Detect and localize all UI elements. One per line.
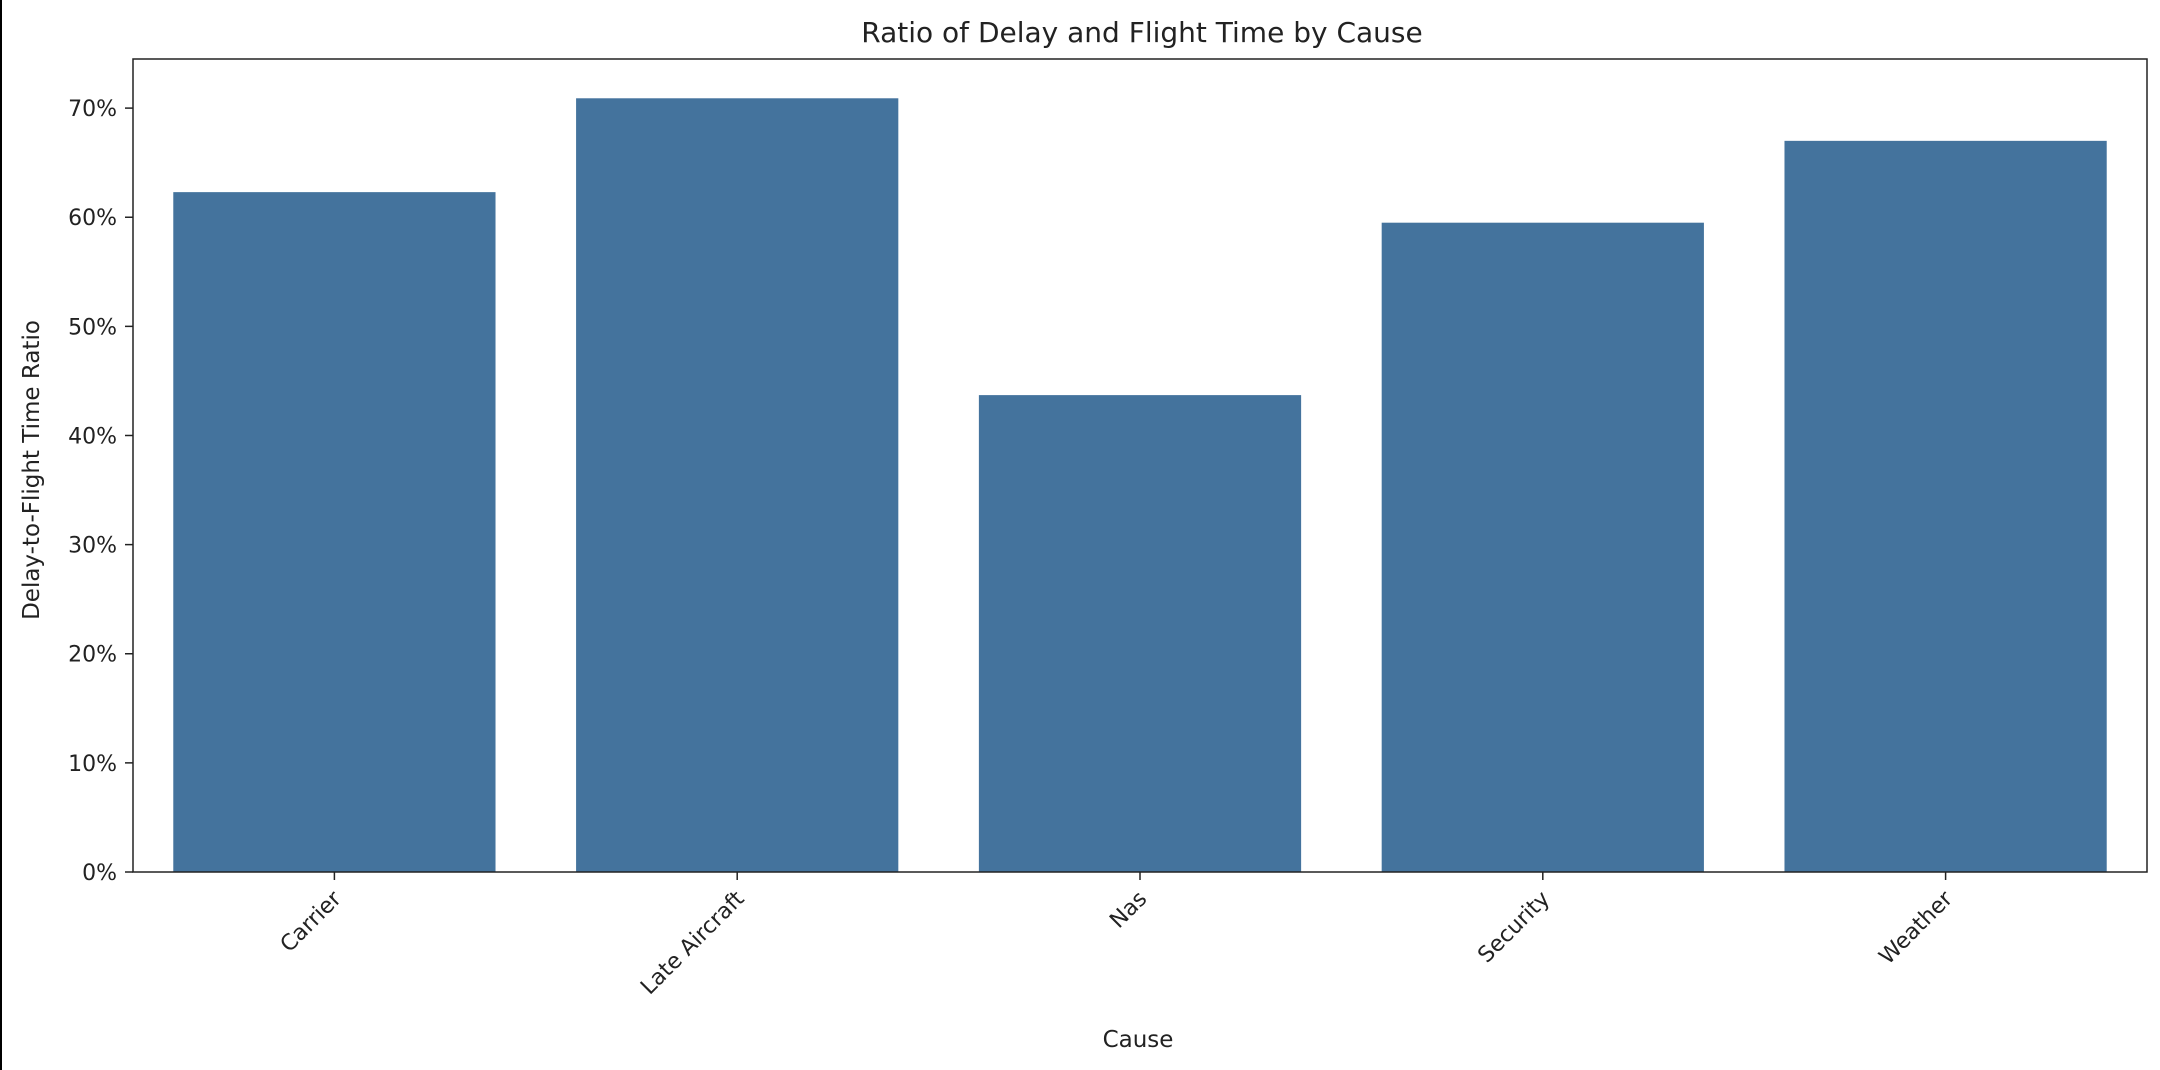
bar-late-aircraft (576, 98, 899, 873)
plot-frame (132, 58, 2148, 873)
bar-nas (978, 395, 1302, 872)
y-tick-label: 20% (68, 643, 117, 668)
x-tick-label: Carrier (276, 886, 348, 958)
y-tick-label: 50% (68, 315, 117, 340)
x-axis-title: Cause (1103, 1027, 1174, 1053)
y-tick-label: 40% (68, 424, 117, 449)
bar-security (1381, 222, 1704, 872)
x-tick-label: Security (1473, 887, 1555, 969)
bar-weather (1784, 140, 2107, 872)
bars-layer (173, 98, 2107, 873)
bar-carrier (173, 192, 496, 873)
y-tick-label: 10% (68, 752, 117, 777)
x-tick-label: Weather (1875, 886, 1959, 970)
y-tick-label: 30% (68, 534, 117, 559)
y-tick-label: 0% (82, 861, 117, 886)
x-tick-label: Nas (1105, 887, 1152, 934)
chart-title: Ratio of Delay and Flight Time by Cause (861, 16, 1422, 49)
y-tick-label: 70% (68, 97, 117, 122)
x-axis-ticks: Carrier Late Aircraft Nas Security Weather (276, 872, 1959, 1000)
y-axis-title: Delay-to-Flight Time Ratio (19, 320, 45, 620)
y-axis-ticks: 0% 10% 20% 30% 40% 50% 60% 70% (68, 97, 133, 886)
y-tick-label: 60% (68, 206, 117, 231)
x-tick-label: Late Aircraft (636, 886, 750, 1000)
